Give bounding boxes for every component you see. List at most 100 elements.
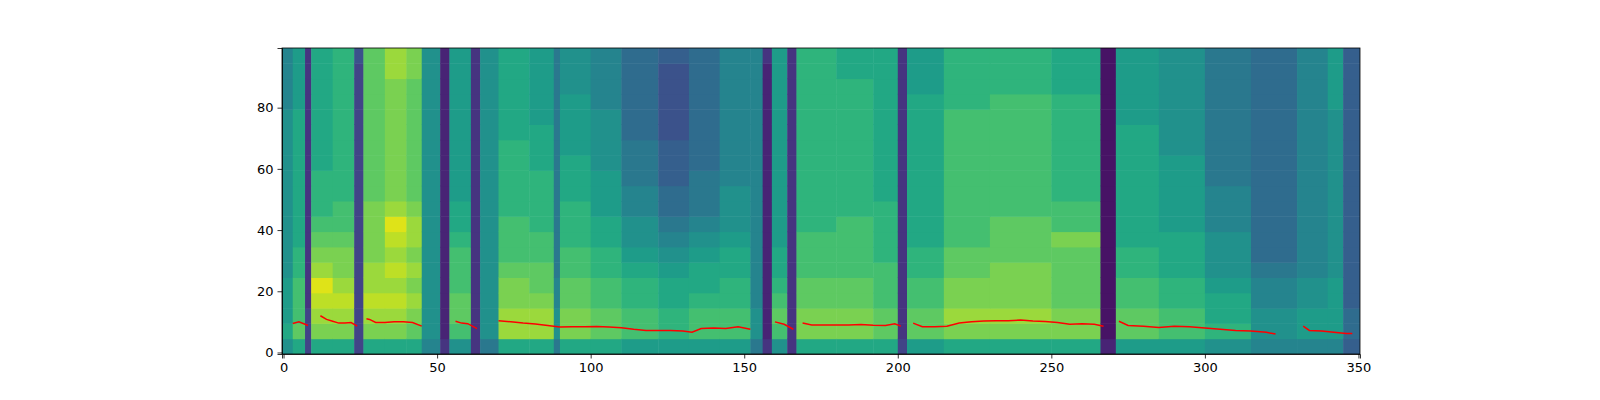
heatmap-cell [554,125,561,141]
heatmap-cell [750,247,763,263]
heatmap-cell [787,339,797,354]
heatmap-cell [658,247,689,263]
heatmap-cell [591,293,622,309]
heatmap-cell [787,201,797,217]
heatmap-cell [1051,170,1101,186]
tick-label: 50 [429,360,446,375]
heatmap-cell [898,201,908,217]
tick-mark [278,291,283,292]
heatmap-cell [990,247,1052,263]
heatmap-cell [422,201,441,217]
heatmap-cell [787,247,797,263]
heatmap-cell [763,125,773,141]
tick-label: 20 [257,284,274,299]
heatmap-cell [471,94,481,110]
heatmap-cell [1251,48,1298,64]
heatmap-cell [554,94,561,110]
heatmap-cell [293,170,306,186]
heatmap-cell [449,308,471,324]
heatmap-cell [990,170,1052,186]
heatmap-cell [796,247,836,263]
heatmap-cell [763,278,773,294]
heatmap-cell [689,232,720,248]
heatmap-cell [449,293,471,309]
heatmap-cell [406,170,422,186]
heatmap-cell [1328,63,1344,79]
heatmap-cell [480,247,499,263]
heatmap-cell [763,48,773,64]
heatmap-cell [720,125,751,141]
heatmap-cell [621,262,658,278]
tick: 20 [257,284,282,299]
heatmap-cell [944,186,991,202]
heatmap-cell [796,155,836,171]
heatmap-cell [1116,63,1159,79]
heatmap-cell [658,339,689,354]
heatmap-cell [990,109,1052,125]
heatmap-cell [1251,140,1298,156]
heatmap-cell [873,155,898,171]
heatmap [282,48,1360,354]
heatmap-cell [449,170,471,186]
heatmap-cell [944,262,991,278]
heatmap-cell [333,155,355,171]
heatmap-cell [1297,308,1328,324]
heatmap-cell [480,201,499,217]
heatmap-cell [1100,293,1116,309]
heatmap-cell [449,48,471,64]
heatmap-cell [990,232,1052,248]
heatmap-cell [591,170,622,186]
heatmap-cell [333,94,355,110]
heatmap-cell [305,232,312,248]
heatmap-cell [499,140,530,156]
heatmap-cell [750,140,763,156]
heatmap-cell [1051,323,1101,339]
heatmap-cell [422,79,441,95]
heatmap-cell [772,155,788,171]
heatmap-cell [282,216,293,232]
heatmap-cell [499,125,530,141]
heatmap-cell [499,109,530,125]
heatmap-cell [305,201,312,217]
heatmap-cell [406,232,422,248]
heatmap-cell [1328,94,1344,110]
heatmap-cell [282,94,293,110]
heatmap-cell [311,247,333,263]
heatmap-cell [787,63,797,79]
heatmap-cell [720,140,751,156]
heatmap-cell [333,48,355,64]
heatmap-cell [1116,109,1159,125]
heatmap-cell [1116,48,1159,64]
heatmap-cell [1328,293,1344,309]
heatmap-cell [591,201,622,217]
heatmap-cell [1116,262,1159,278]
heatmap-cell [480,48,499,64]
heatmap-cell [1100,232,1116,248]
heatmap-cell [873,278,898,294]
heatmap-cell [1205,247,1252,263]
heatmap-cell [1100,216,1116,232]
heatmap-cell [333,201,355,217]
heatmap-cell [440,262,450,278]
heatmap-cell [658,140,689,156]
heatmap-cell [836,155,873,171]
heatmap-cell [1205,262,1252,278]
heatmap-cell [422,323,441,339]
heatmap-cell [1343,201,1360,217]
heatmap-cell [406,109,422,125]
tick-mark [437,354,438,359]
heatmap-cell [720,170,751,186]
heatmap-cell [560,262,591,278]
heatmap-cell [1205,94,1252,110]
heatmap-cell [1100,109,1116,125]
heatmap-cell [440,109,450,125]
heatmap-cell [1051,125,1101,141]
heatmap-cell [763,262,773,278]
heatmap-cell [1116,125,1159,141]
heatmap-cell [1051,155,1101,171]
heatmap-cell [944,278,991,294]
heatmap-cell [658,308,689,324]
tick-label: 60 [257,162,274,177]
heatmap-cell [422,170,441,186]
heatmap-cell [449,140,471,156]
